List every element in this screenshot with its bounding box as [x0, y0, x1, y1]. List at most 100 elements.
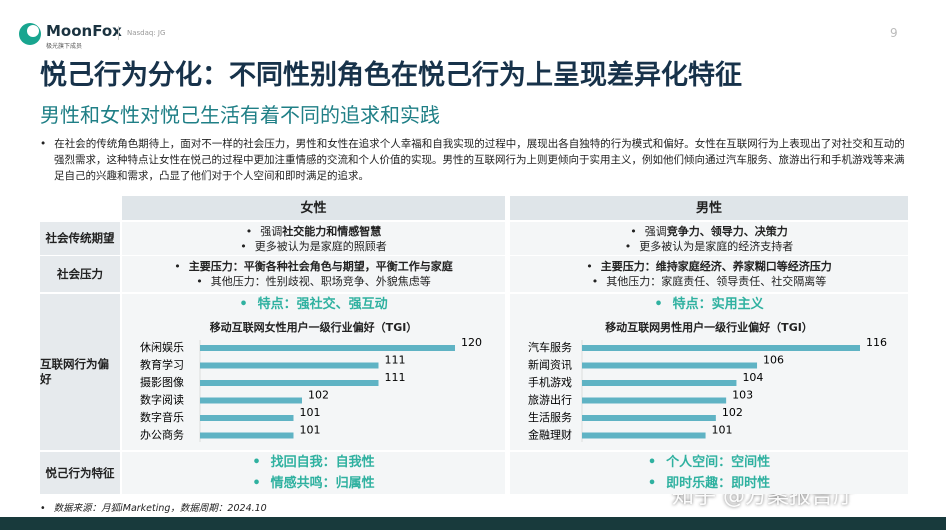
footer-bar: [0, 517, 946, 530]
cell-line: 更多被认为是家庭的照顾者: [240, 239, 387, 254]
text: 其他压力：性别歧视、职场竞争、外貌焦虑等: [210, 275, 431, 288]
feature-text: 即时乐趣：即时性: [666, 476, 771, 491]
value-label: 111: [385, 371, 406, 384]
value-label: 116: [866, 338, 887, 349]
feature-text: 特点：强社交、强互动: [257, 297, 388, 312]
category-label: 金融理财: [528, 428, 572, 442]
bar: [200, 362, 379, 369]
cell: 主要压力：平衡各种社会角色与期望，平衡工作与家庭其他压力：性别歧视、职场竞争、外…: [122, 256, 505, 292]
value-label: 102: [722, 406, 743, 419]
column-header-text: 女性: [300, 200, 327, 216]
cell-line: 即时乐趣：即时性: [648, 476, 770, 491]
value-label: 120: [461, 338, 482, 349]
row-label: 互联网行为偏好: [40, 294, 120, 450]
category-label: 手机游戏: [528, 375, 572, 389]
bar: [582, 397, 727, 404]
column-header-text: 男性: [695, 200, 722, 216]
value-label: 101: [300, 406, 321, 419]
chart-title: 移动互联网女性用户一级行业偏好（TGI）: [209, 321, 418, 334]
cell-line: 强调社交能力和情感智慧: [246, 224, 382, 239]
row-label-text: 互联网行为偏好: [40, 357, 109, 386]
category-label: 生活服务: [528, 410, 572, 424]
text: 强调: [644, 224, 667, 238]
bar: [582, 432, 706, 439]
row-label-text: 社会传统期望: [45, 231, 115, 245]
cell-line: 其他压力：家庭责任、领导责任、社交隔离等: [592, 274, 827, 289]
strong-text: 主要压力：平衡各种社会角色与期望，平衡工作与家庭: [188, 260, 453, 273]
subtitle: 男性和女性对悦己生活有着不同的追求和实践: [40, 103, 440, 127]
feature-text: 情感共鸣：归属性: [270, 476, 375, 491]
bar: [582, 380, 737, 386]
bar: [200, 345, 455, 351]
cell-line: 其他压力：性别歧视、职场竞争、外貌焦虑等: [196, 274, 431, 289]
strong-text: 主要压力：维持家庭经济、养家糊口等经济压力: [600, 260, 832, 273]
tagline: 极光旗下成员: [46, 43, 83, 50]
bar: [200, 397, 302, 404]
row-label: 社会压力: [40, 256, 120, 292]
category-label: 汽车服务: [528, 340, 572, 354]
cell-line: 更多被认为是家庭的经济支持者: [625, 239, 794, 254]
feature: 特点：实用主义: [654, 297, 764, 312]
cell-line: 个人空间：空间性: [648, 455, 770, 470]
category-label: 旅游出行: [528, 393, 572, 407]
value-label: 103: [732, 389, 753, 402]
bar: [582, 345, 860, 351]
cell-line: 主要压力：维持家庭经济、养家糊口等经济压力: [586, 259, 832, 274]
row-label-text: 社会压力: [57, 266, 103, 281]
text: 更多被认为是家庭的照顾者: [254, 239, 387, 253]
text: 其他压力：家庭责任、领导责任、社交隔离等: [606, 275, 827, 288]
source-text: 数据来源：月狐iMarketing，数据周期：2024.10: [53, 503, 267, 514]
cell-line: 情感共鸣：归属性: [252, 476, 375, 491]
feature: 特点：强社交、强互动: [239, 297, 388, 312]
value-label: 102: [308, 389, 329, 402]
category-label: 休闲娱乐: [140, 340, 184, 354]
category-label: 办公商务: [140, 428, 184, 442]
feature-text: 找回自我：自我性: [270, 455, 375, 470]
logo-icon: [19, 23, 41, 45]
chart-title: 移动互联网男性用户一级行业偏好（TGI）: [605, 321, 813, 334]
logo: MoonFox: [46, 22, 122, 40]
category-label: 数字音乐: [140, 410, 184, 424]
value-label: 104: [742, 371, 763, 384]
intro: 在社会的传统角色期待上，面对不一样的社会压力，男性和女性在追求个人幸福和自我实现…: [40, 136, 914, 184]
category-label: 摄影图像: [140, 375, 184, 389]
bar: [200, 380, 379, 386]
column-header: 女性: [122, 196, 505, 220]
strong-text: 社交能力和情感智慧: [282, 224, 382, 238]
text: 更多被认为是家庭的经济支持者: [639, 239, 794, 253]
value-label: 101: [300, 424, 321, 437]
category-label: 数字阅读: [140, 393, 184, 407]
exchange: Nasdaq: JG: [118, 26, 165, 40]
column-header: 男性: [510, 196, 908, 220]
cell: 个人空间：空间性即时乐趣：即时性: [510, 452, 908, 494]
row-label: 悦己行为特征: [40, 452, 120, 494]
row-label-text: 悦己行为特征: [45, 465, 115, 480]
category-label: 新闻资讯: [528, 358, 572, 372]
cell-line: 找回自我：自我性: [252, 455, 375, 470]
row-label: 社会传统期望: [40, 222, 120, 255]
category-label: 教育学习: [140, 358, 184, 372]
bar: [582, 362, 758, 369]
value-label: 111: [385, 354, 406, 367]
source: 数据来源：月狐iMarketing，数据周期：2024.10: [40, 500, 267, 514]
chart: 休闲娱乐 120 教育学习 111 摄影图像 111 数字阅读 102 数字音乐 101 办公商务 1…: [140, 338, 482, 442]
feature-text: 个人空间：空间性: [666, 455, 771, 470]
bar: [582, 415, 716, 421]
cell-line: 强调竞争力、领导力、决策力: [630, 224, 788, 239]
title: 悦己行为分化：不同性别角色在悦己行为上呈现差异化特征: [40, 60, 742, 91]
cell-line: 主要压力：平衡各种社会角色与期望，平衡工作与家庭: [174, 259, 453, 274]
chart: 汽车服务 116 新闻资讯 106 手机游戏 104 旅游出行 103 生活服务 102 金融理财 1…: [528, 338, 887, 442]
cell: 强调社交能力和情感智慧更多被认为是家庭的照顾者: [122, 222, 505, 255]
cell: 找回自我：自我性情感共鸣：归属性: [122, 452, 505, 494]
bar: [200, 415, 294, 421]
value-label: 101: [712, 424, 733, 437]
bar: [200, 432, 294, 439]
cell: 主要压力：维持家庭经济、养家糊口等经济压力其他压力：家庭责任、领导责任、社交隔离…: [510, 256, 908, 292]
feature-text: 特点：实用主义: [672, 297, 764, 312]
value-label: 106: [763, 354, 784, 367]
text: 强调: [260, 224, 283, 238]
page-number: 9: [890, 26, 898, 40]
